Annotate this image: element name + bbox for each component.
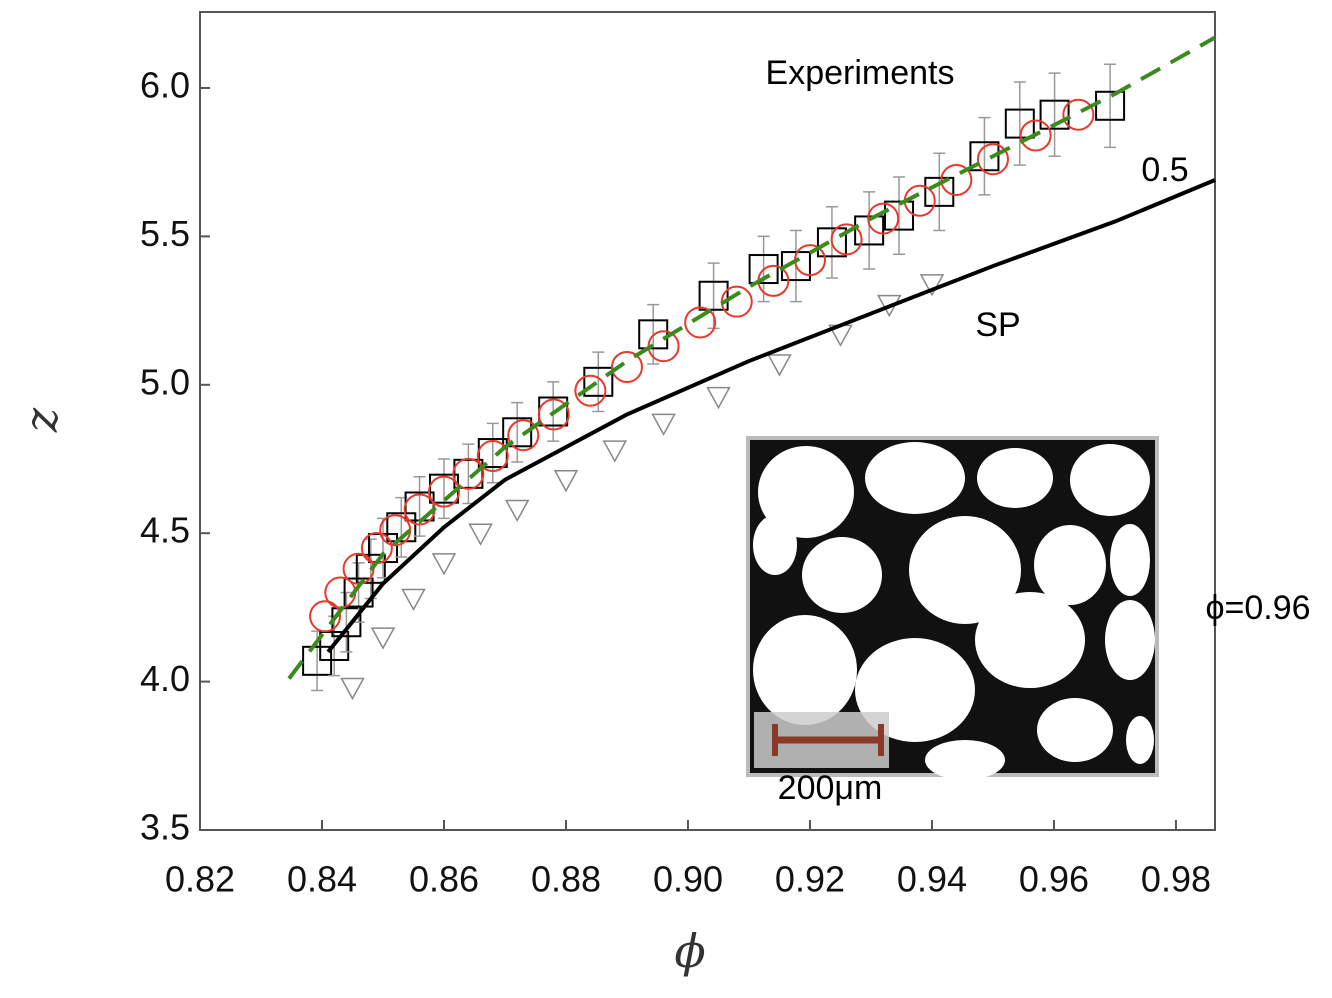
x-tick-label: 0.92 — [775, 859, 845, 900]
error-bar — [511, 403, 523, 462]
x-tick-label: 0.96 — [1019, 859, 1089, 900]
page: {"chart_data": {"type": "scatter", "x_la… — [0, 0, 1332, 993]
x-tick-label: 0.88 — [531, 859, 601, 900]
error-bar — [933, 153, 945, 230]
error-bar — [708, 263, 720, 328]
x-tick-label: 0.82 — [165, 859, 235, 900]
error-bar — [893, 177, 905, 254]
y-axis-title: z — [14, 407, 68, 433]
error-bar — [978, 118, 990, 195]
y-tick-label: 5.0 — [140, 361, 190, 402]
x-tick-label: 0.84 — [287, 859, 357, 900]
error-bar — [1014, 82, 1026, 165]
triangle-marker — [604, 441, 626, 461]
triangle-marker — [707, 388, 729, 408]
triangle-marker — [372, 628, 394, 648]
triangle-marker — [768, 355, 790, 375]
triangle-marker — [433, 554, 455, 574]
y-tick-label: 5.5 — [140, 213, 190, 254]
chart: z ϕ 0.82 0.84 0.86 0.88 0.90 0.92 0.94 0.96 0.98… — [0, 0, 1332, 993]
x-tick-label: 0.86 — [409, 859, 479, 900]
annotation: ϕ=0.96 — [1205, 589, 1310, 627]
x-tick-label: 0.98 — [1141, 859, 1211, 900]
triangle-marker — [506, 500, 528, 520]
x-tick-label: 0.94 — [897, 859, 967, 900]
triangle-marker — [341, 679, 363, 699]
y-tick-label: 4.5 — [140, 510, 190, 551]
circle-marker — [362, 533, 392, 563]
annotation: 0.5 — [1141, 151, 1188, 189]
annotation: SP — [975, 306, 1020, 344]
x-axis-title: ϕ — [674, 924, 705, 978]
triangle-marker — [555, 471, 577, 491]
circle-marker — [575, 376, 605, 406]
annotation: Experiments — [766, 54, 955, 92]
error-bar — [438, 459, 450, 518]
error-bar — [1104, 64, 1116, 147]
x-tick-label: 0.90 — [653, 859, 723, 900]
y-tick-label: 3.5 — [140, 807, 190, 848]
y-tick-label: 4.0 — [140, 658, 190, 699]
triangle-marker — [402, 589, 424, 609]
y-tick-label: 6.0 — [140, 64, 190, 105]
triangle-marker — [653, 414, 675, 434]
error-bar — [1049, 73, 1061, 156]
triangle-marker — [470, 524, 492, 544]
inset-photo — [748, 438, 1157, 780]
annotation: 200μm — [778, 769, 883, 807]
